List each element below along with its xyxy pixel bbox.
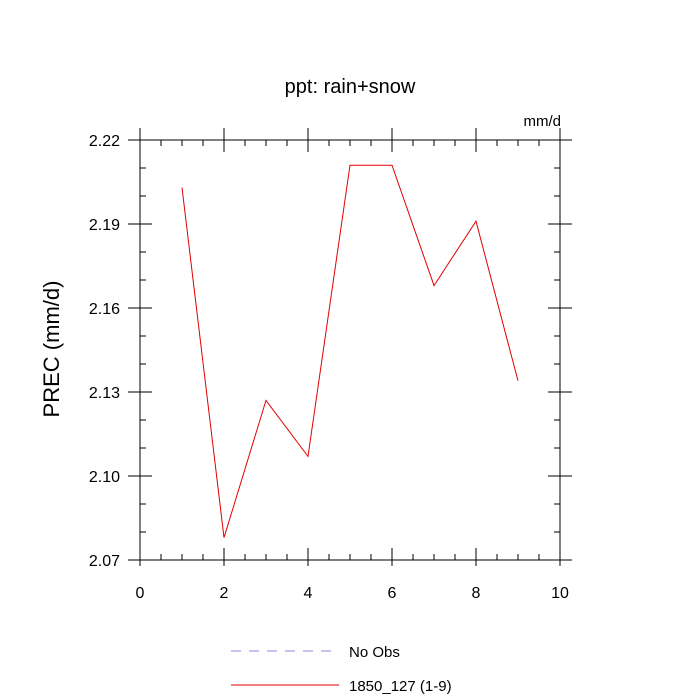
x-tick-label: 6 [388, 585, 397, 602]
chart-title: ppt: rain+snow [285, 76, 416, 98]
x-tick-label: 8 [472, 585, 481, 602]
x-tick-label: 10 [551, 585, 569, 602]
x-tick-label: 2 [220, 585, 229, 602]
y-axis-label: PREC (mm/d) [39, 281, 64, 418]
y-tick-label: 2.13 [89, 385, 120, 402]
y-tick-label: 2.16 [89, 301, 120, 318]
x-tick-label: 4 [304, 585, 313, 602]
series-line [181, 164, 519, 538]
y-tick-label: 2.19 [89, 217, 120, 234]
y-tick-label: 2.07 [89, 553, 120, 570]
series-lines [181, 164, 519, 538]
units-label: mm/d [524, 113, 562, 130]
legend-label: No Obs [349, 644, 400, 661]
legend-label: 1850_127 (1-9) [349, 678, 452, 695]
plot-frame [139, 139, 561, 561]
legend: No Obs 1850_127 (1-9) [231, 644, 452, 695]
y-tick-label: 2.10 [89, 469, 120, 486]
x-tick-label: 0 [136, 585, 145, 602]
y-tick-label: 2.22 [89, 133, 120, 150]
axes: 0 2 4 6 8 10 2.07 2.10 2.13 2.16 2.19 2.22 [89, 128, 572, 602]
